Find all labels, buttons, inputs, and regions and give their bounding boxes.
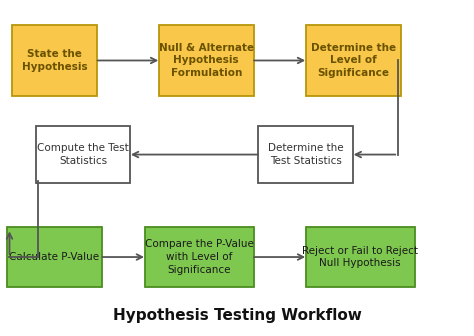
Text: Determine the
Level of
Significance: Determine the Level of Significance (310, 43, 396, 78)
FancyBboxPatch shape (145, 227, 254, 287)
Text: Compare the P-Value
with Level of
Significance: Compare the P-Value with Level of Signif… (145, 239, 254, 275)
Text: Calculate P-Value: Calculate P-Value (9, 252, 100, 262)
FancyBboxPatch shape (12, 25, 97, 96)
FancyBboxPatch shape (159, 25, 254, 96)
Text: State the
Hypothesis: State the Hypothesis (22, 49, 87, 72)
FancyBboxPatch shape (258, 126, 353, 183)
Text: Compute the Test
Statistics: Compute the Test Statistics (37, 143, 129, 166)
FancyBboxPatch shape (306, 25, 401, 96)
Text: Hypothesis Testing Workflow: Hypothesis Testing Workflow (112, 307, 362, 323)
FancyBboxPatch shape (306, 227, 415, 287)
Text: Reject or Fail to Reject
Null Hypothesis: Reject or Fail to Reject Null Hypothesis (302, 246, 418, 268)
Text: Determine the
Test Statistics: Determine the Test Statistics (268, 143, 344, 166)
Text: Null & Alternate
Hypothesis
Formulation: Null & Alternate Hypothesis Formulation (159, 43, 254, 78)
FancyBboxPatch shape (36, 126, 130, 183)
FancyBboxPatch shape (7, 227, 102, 287)
